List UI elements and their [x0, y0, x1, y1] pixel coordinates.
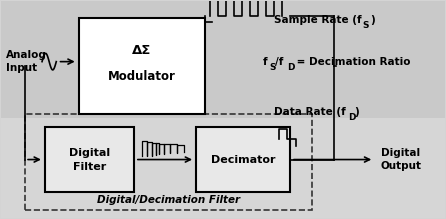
Text: Modulator: Modulator: [108, 70, 176, 83]
Text: ΔΣ: ΔΣ: [132, 44, 152, 57]
Bar: [25, 114, 312, 210]
Text: D: D: [287, 63, 294, 72]
Text: Digital
Filter: Digital Filter: [69, 148, 110, 171]
Text: Sample Rate (f: Sample Rate (f: [274, 15, 362, 25]
Text: ): ): [370, 15, 375, 25]
Text: f: f: [263, 57, 268, 67]
Bar: [1, 118, 445, 218]
Text: D: D: [348, 113, 355, 122]
Text: Analog
Input: Analog Input: [6, 50, 47, 73]
Text: = Decimation Ratio: = Decimation Ratio: [293, 57, 411, 67]
Text: /f: /f: [276, 57, 284, 67]
Text: S: S: [362, 21, 369, 30]
Text: Digital/Decimation Filter: Digital/Decimation Filter: [97, 195, 240, 205]
Bar: [196, 127, 290, 192]
Text: ): ): [354, 107, 359, 117]
Text: S: S: [270, 63, 276, 72]
Bar: [78, 18, 205, 114]
Bar: [45, 127, 134, 192]
Text: Data Rate (f: Data Rate (f: [274, 107, 346, 117]
Text: Decimator: Decimator: [211, 155, 275, 164]
Text: Digital
Output: Digital Output: [381, 148, 422, 171]
Bar: [1, 1, 445, 118]
